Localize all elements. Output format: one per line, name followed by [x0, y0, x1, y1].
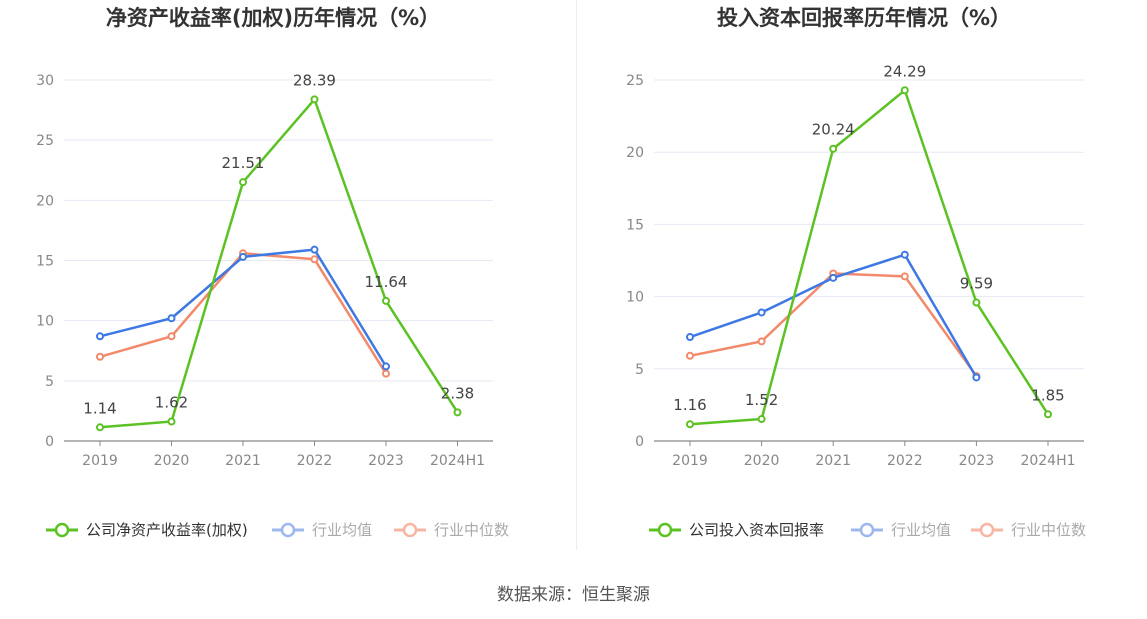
x-tick-label: 2019 — [672, 453, 708, 469]
x-tick-label: 2023 — [959, 453, 995, 469]
x-tick-label: 2019 — [82, 453, 118, 469]
data-label: 21.51 — [222, 154, 265, 172]
series-line-company — [689, 89, 1050, 426]
legend-label-avg: 行业均值 — [312, 521, 372, 539]
chart-title-2: 投入资本回报率历年情况（%） — [717, 6, 1011, 30]
legend-label-avg: 行业均值 — [891, 521, 951, 539]
data-point-company — [453, 408, 462, 417]
data-label: 1.85 — [1031, 386, 1064, 404]
data-point-avg — [239, 252, 247, 261]
data-point-median — [686, 351, 694, 360]
data-point-avg — [757, 308, 766, 317]
data-point-company — [1044, 410, 1052, 419]
data-point-avg — [686, 333, 694, 342]
legend-label-company: 公司净资产收益率(加权) — [86, 521, 248, 539]
y-tick-label: 20 — [626, 145, 644, 161]
data-point-company — [757, 415, 766, 424]
y-tick-label: 0 — [45, 434, 54, 450]
data-point-company — [972, 298, 981, 307]
legend-swatch-marker-median — [979, 522, 995, 538]
x-tick-label: 2021 — [815, 453, 851, 469]
y-tick-label: 20 — [36, 193, 54, 209]
series-line-median — [689, 272, 978, 377]
data-label: 1.14 — [83, 399, 116, 417]
x-tick-label: 2023 — [368, 453, 404, 469]
legend-label-company: 公司投入资本回报率 — [689, 521, 824, 539]
data-label: 1.52 — [745, 391, 778, 409]
data-point-median — [310, 255, 319, 264]
legend-label-median: 行业中位数 — [1011, 521, 1086, 539]
data-point-company — [382, 296, 390, 305]
data-point-median — [96, 352, 104, 361]
chart-title-1: 净资产收益率(加权)历年情况（%） — [106, 6, 440, 30]
legend-swatch-marker-company — [54, 522, 70, 538]
x-tick-label: 2020 — [154, 453, 190, 469]
data-point-avg — [310, 245, 319, 254]
data-point-avg — [972, 373, 981, 382]
data-point-company — [96, 423, 104, 432]
data-point-company — [239, 178, 247, 187]
x-tick-label: 2021 — [225, 453, 261, 469]
data-point-avg — [382, 362, 390, 371]
data-label: 1.16 — [673, 396, 706, 414]
x-tick-label: 2024H1 — [430, 453, 485, 469]
data-source-note: 数据来源：恒生聚源 — [497, 585, 650, 605]
series-line-company — [99, 98, 459, 429]
x-tick-label: 2024H1 — [1020, 453, 1075, 469]
legend-label-median: 行业中位数 — [434, 521, 509, 539]
series-line-avg — [99, 248, 388, 368]
y-tick-label: 5 — [635, 362, 644, 378]
legend-swatch-marker-avg — [280, 522, 296, 538]
data-label: 9.59 — [960, 275, 993, 293]
legend-swatch-marker-median — [402, 522, 418, 538]
data-label: 2.38 — [441, 384, 474, 402]
y-tick-label: 10 — [36, 314, 54, 330]
data-point-avg — [900, 250, 909, 259]
y-tick-label: 25 — [36, 133, 54, 149]
y-tick-label: 30 — [36, 73, 54, 89]
y-tick-label: 5 — [45, 374, 54, 390]
data-point-avg — [96, 332, 104, 341]
series-line-median — [99, 252, 388, 375]
data-point-company — [310, 95, 319, 104]
data-label: 11.64 — [365, 273, 408, 291]
data-label: 20.24 — [812, 121, 855, 139]
data-point-median — [167, 332, 176, 341]
panel-divider — [576, 0, 577, 550]
data-point-median — [382, 369, 390, 378]
x-tick-label: 2020 — [744, 453, 780, 469]
y-tick-label: 25 — [626, 73, 644, 89]
data-point-avg — [829, 273, 838, 282]
data-point-company — [686, 420, 694, 429]
data-point-median — [757, 337, 766, 346]
data-point-company — [829, 144, 838, 153]
data-label: 24.29 — [883, 62, 926, 80]
y-tick-label: 0 — [635, 434, 644, 450]
x-tick-label: 2022 — [297, 453, 333, 469]
data-point-median — [900, 272, 909, 281]
data-label: 1.62 — [155, 394, 188, 412]
legend-swatch-marker-company — [657, 522, 673, 538]
legend-swatch-marker-avg — [859, 522, 875, 538]
data-label: 28.39 — [293, 71, 336, 89]
data-point-company — [167, 417, 176, 426]
y-tick-label: 10 — [626, 290, 644, 306]
x-tick-label: 2022 — [887, 453, 923, 469]
y-tick-label: 15 — [626, 217, 644, 233]
data-point-avg — [167, 314, 176, 323]
data-point-company — [900, 86, 909, 95]
y-tick-label: 15 — [36, 254, 54, 270]
